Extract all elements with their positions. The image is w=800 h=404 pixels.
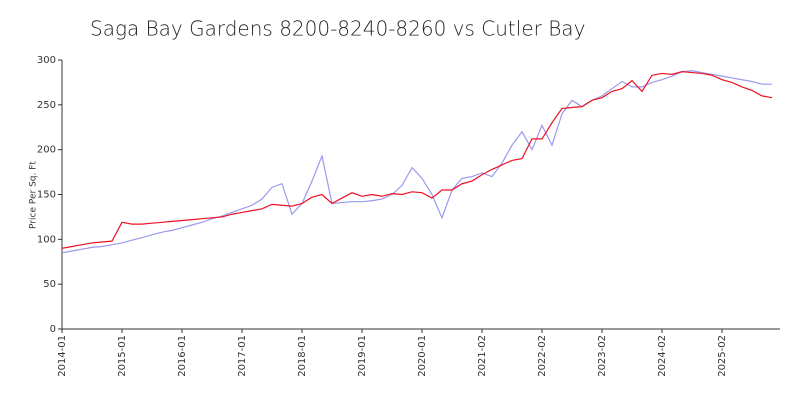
x-tick-label: 2023-02: [597, 335, 608, 377]
x-tick-label: 2015-01: [117, 335, 128, 377]
y-tick-label: 300: [37, 55, 56, 66]
x-tick-label: 2017-01: [237, 335, 248, 377]
x-tick-label: 2021-02: [477, 335, 488, 377]
series-line: [61, 71, 773, 249]
chart-title: Saga Bay Gardens 8200-8240-8260 vs Cutle…: [90, 17, 585, 41]
y-tick-label: 50: [43, 279, 56, 290]
series-line: [61, 70, 772, 254]
x-tick-label: 2025-02: [717, 335, 728, 377]
y-tick-label: 100: [37, 234, 56, 245]
y-tick-label: 250: [37, 100, 56, 111]
y-tick-label: 150: [37, 190, 56, 201]
x-tick-label: 2020-01: [417, 335, 428, 377]
y-tick-label: 0: [50, 324, 56, 335]
x-tick-label: 2014-01: [57, 335, 68, 377]
x-tick-label: 2016-01: [177, 335, 188, 377]
x-tick-label: 2019-01: [357, 335, 368, 377]
x-tick-label: 2022-02: [537, 335, 548, 377]
x-tick-label: 2024-02: [657, 335, 668, 377]
y-tick-label: 200: [37, 145, 56, 156]
y-axis-label: Price Per Sq. Ft: [29, 161, 39, 229]
x-tick-label: 2018-01: [297, 335, 308, 377]
